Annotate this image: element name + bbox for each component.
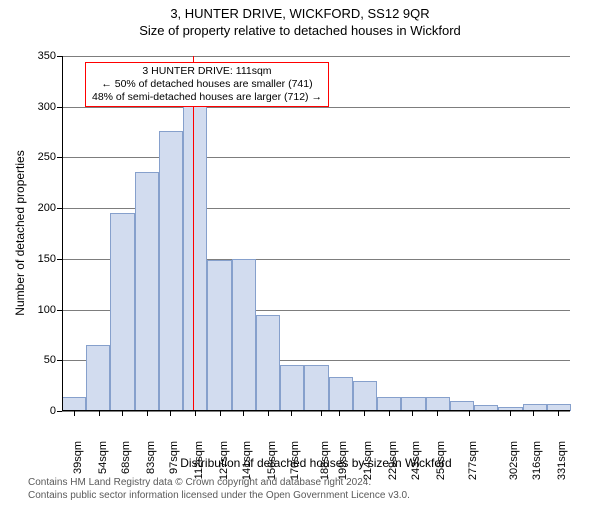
- histogram-bar: [353, 381, 377, 411]
- xtick-mark: [437, 411, 438, 416]
- xtick-mark: [469, 411, 470, 416]
- ytick-label: 150: [38, 253, 56, 265]
- xtick-label: 243sqm: [410, 441, 422, 489]
- histogram-bar: [280, 365, 304, 411]
- xtick-label: 277sqm: [467, 441, 479, 489]
- plot-area: [62, 56, 570, 411]
- xtick-mark: [321, 411, 322, 416]
- title-main: 3, HUNTER DRIVE, WICKFORD, SS12 9QR: [0, 6, 600, 21]
- xtick-mark: [558, 411, 559, 416]
- xtick-label: 331sqm: [556, 441, 568, 489]
- histogram-bar: [207, 260, 231, 411]
- annotation-line3: 48% of semi-detached houses are larger (…: [92, 91, 322, 104]
- xtick-label: 316sqm: [531, 441, 543, 489]
- xtick-mark: [291, 411, 292, 416]
- xtick-label: 54sqm: [97, 441, 109, 489]
- xtick-label: 39sqm: [72, 441, 84, 489]
- xtick-label: 170sqm: [289, 441, 301, 489]
- annotation-box: 3 HUNTER DRIVE: 111sqm ← 50% of detached…: [85, 62, 329, 107]
- histogram-bar: [377, 397, 401, 411]
- ytick-label: 300: [38, 101, 56, 113]
- footer-line2: Contains public sector information licen…: [28, 489, 410, 502]
- x-axis-label: Distribution of detached houses by size …: [62, 456, 570, 470]
- histogram-bar: [401, 397, 425, 411]
- grid-line: [62, 157, 570, 158]
- title-sub: Size of property relative to detached ho…: [0, 23, 600, 38]
- xtick-mark: [412, 411, 413, 416]
- ytick-label: 0: [50, 405, 56, 417]
- histogram-bar: [329, 377, 353, 411]
- xtick-label: 188sqm: [319, 441, 331, 489]
- xtick-label: 258sqm: [435, 441, 447, 489]
- histogram-bar: [304, 365, 328, 411]
- histogram-bar: [426, 397, 450, 411]
- xtick-mark: [389, 411, 390, 416]
- xtick-mark: [364, 411, 365, 416]
- grid-line: [62, 56, 570, 57]
- xtick-mark: [74, 411, 75, 416]
- x-axis: [62, 410, 570, 411]
- histogram-bar: [183, 105, 207, 411]
- xtick-label: 229sqm: [387, 441, 399, 489]
- xtick-mark: [510, 411, 511, 416]
- xtick-label: 156sqm: [266, 441, 278, 489]
- annotation-line1: 3 HUNTER DRIVE: 111sqm: [92, 65, 322, 78]
- xtick-mark: [99, 411, 100, 416]
- xtick-mark: [122, 411, 123, 416]
- reference-line: [193, 56, 194, 411]
- ytick-label: 50: [44, 354, 56, 366]
- ytick-label: 100: [38, 304, 56, 316]
- xtick-mark: [533, 411, 534, 416]
- xtick-label: 83sqm: [145, 441, 157, 489]
- xtick-label: 214sqm: [362, 441, 374, 489]
- xtick-mark: [220, 411, 221, 416]
- histogram-bar: [86, 345, 110, 411]
- histogram-bar: [256, 315, 280, 411]
- xtick-mark: [147, 411, 148, 416]
- histogram-bar: [232, 259, 256, 411]
- xtick-label: 68sqm: [120, 441, 132, 489]
- xtick-mark: [170, 411, 171, 416]
- chart-container: 3, HUNTER DRIVE, WICKFORD, SS12 9QR Size…: [0, 6, 600, 506]
- xtick-label: 97sqm: [168, 441, 180, 489]
- xtick-mark: [268, 411, 269, 416]
- ytick-label: 200: [38, 202, 56, 214]
- xtick-label: 127sqm: [218, 441, 230, 489]
- histogram-bar: [110, 213, 134, 411]
- xtick-mark: [243, 411, 244, 416]
- xtick-mark: [339, 411, 340, 416]
- grid-line: [62, 411, 570, 412]
- xtick-label: 141sqm: [241, 441, 253, 489]
- histogram-bar: [62, 397, 86, 411]
- ytick-label: 350: [38, 50, 56, 62]
- y-axis: [62, 56, 63, 411]
- histogram-bar: [159, 131, 183, 411]
- y-axis-label: Number of detached properties: [13, 143, 27, 323]
- ytick-label: 250: [38, 151, 56, 163]
- annotation-line2: ← 50% of detached houses are smaller (74…: [92, 78, 322, 91]
- xtick-label: 199sqm: [337, 441, 349, 489]
- xtick-mark: [195, 411, 196, 416]
- xtick-label: 302sqm: [508, 441, 520, 489]
- xtick-label: 112sqm: [193, 441, 205, 489]
- ytick-mark: [57, 411, 62, 412]
- histogram-bar: [135, 172, 159, 411]
